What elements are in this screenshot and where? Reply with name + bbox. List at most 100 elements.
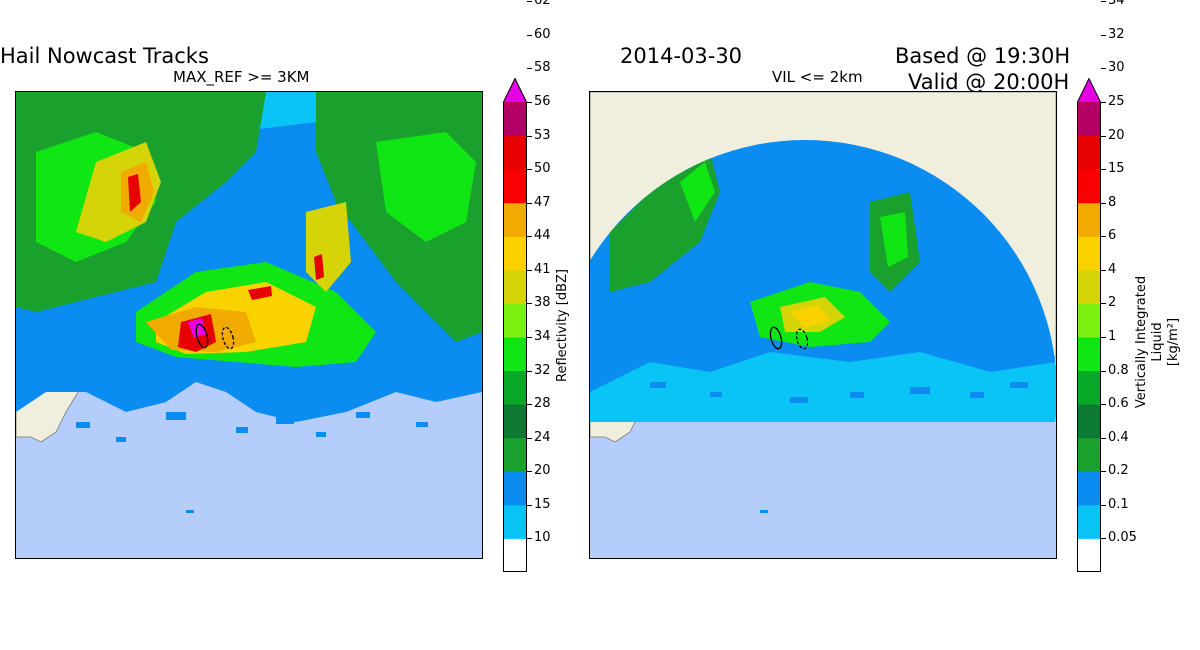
vil-colorbar-tick-label: 15 <box>1108 161 1125 176</box>
vil-colorbar-tick-mark <box>1101 1 1106 2</box>
reflectivity-colorbar-segment <box>503 337 527 372</box>
hail-track-forecast <box>795 328 809 350</box>
reflectivity-colorbar-segment <box>503 202 527 237</box>
vil-colorbar-segment <box>1077 202 1101 237</box>
vil-colorbar-segment <box>1077 437 1101 472</box>
vil-colorbar-tick-label: 30 <box>1108 60 1125 75</box>
vil-colorbar-label-line2: [kg/m²] <box>1166 317 1181 367</box>
vil-colorbar-tick-mark <box>1101 136 1106 137</box>
vil-colorbar-tick-label: 25 <box>1108 94 1125 109</box>
chart-title: Hail Nowcast Tracks <box>0 44 209 68</box>
vil-colorbar-tick-label: 32 <box>1108 27 1125 42</box>
vil-colorbar-segment <box>1077 337 1101 372</box>
vil-colorbar-tick-mark <box>1101 169 1106 170</box>
reflectivity-colorbar-segment <box>503 471 527 506</box>
date-label: 2014-03-30 <box>620 44 743 68</box>
vil-colorbar-tick-mark <box>1101 68 1106 69</box>
reflectivity-colorbar-tick-label: 60 <box>534 27 551 42</box>
vil-colorbar-tick-mark <box>1101 404 1106 405</box>
reflectivity-colorbar-segment <box>503 102 527 137</box>
vil-colorbar-tick-mark <box>1101 438 1106 439</box>
reflectivity-colorbar-tick-label: 28 <box>534 396 551 411</box>
reflectivity-colorbar-segment <box>503 169 527 204</box>
vil-colorbar-tick-label: 2 <box>1108 295 1117 310</box>
reflectivity-colorbar-tick-mark <box>527 236 532 237</box>
vil-colorbar-segment <box>1077 269 1101 304</box>
vil-colorbar-tick-label: 0.6 <box>1108 396 1129 411</box>
reflectivity-colorbar-tick-mark <box>527 102 532 103</box>
reflectivity-colorbar-tick-mark <box>527 68 532 69</box>
reflectivity-colorbar-tick-mark <box>527 538 532 539</box>
reflectivity-colorbar-tick-label: 44 <box>534 228 551 243</box>
reflectivity-colorbar-tick-mark <box>527 438 532 439</box>
reflectivity-map <box>15 91 483 559</box>
vil-colorbar-tick-label: 34 <box>1108 0 1125 8</box>
vil-colorbar-tick-label: 0.1 <box>1108 497 1129 512</box>
reflectivity-colorbar-segment <box>503 370 527 405</box>
vil-colorbar-tick-mark <box>1101 371 1106 372</box>
echo-brightgreen-east <box>376 132 476 242</box>
reflectivity-colorbar-tick-label: 41 <box>534 262 551 277</box>
vil-colorbar-tick-label: 4 <box>1108 262 1117 277</box>
reflectivity-colorbar <box>503 77 527 573</box>
reflectivity-colorbar-tick-label: 53 <box>534 128 551 143</box>
reflectivity-colorbar-segment <box>503 404 527 439</box>
hail-track-current <box>769 326 783 350</box>
reflectivity-colorbar-tick-label: 50 <box>534 161 551 176</box>
right-panel-subtitle: VIL <= 2km <box>772 68 863 86</box>
reflectivity-colorbar-segment <box>503 538 527 573</box>
reflectivity-colorbar-tick-label: 24 <box>534 430 551 445</box>
reflectivity-colorbar-segment <box>503 504 527 539</box>
reflectivity-colorbar-outline <box>503 77 527 572</box>
vil-colorbar-outline <box>1077 77 1101 572</box>
vil-colorbar-tick-mark <box>1101 35 1106 36</box>
reflectivity-colorbar-svg <box>503 77 527 573</box>
vil-colorbar-segment <box>1077 471 1101 506</box>
vil-colorbar-tick-label: 0.8 <box>1108 363 1129 378</box>
reflectivity-colorbar-segment <box>503 269 527 304</box>
reflectivity-colorbar-extend-arrow <box>503 78 527 102</box>
vil-colorbar-tick-mark <box>1101 505 1106 506</box>
reflectivity-colorbar-tick-mark <box>527 203 532 204</box>
reflectivity-colorbar-tick-label: 34 <box>534 329 551 344</box>
echo-red-ne <box>314 254 324 280</box>
vil-colorbar <box>1077 77 1101 573</box>
based-time-label: Based @ 19:30H <box>895 44 1071 68</box>
vil-colorbar-tick-label: 8 <box>1108 195 1117 210</box>
hail-track-forecast <box>221 326 235 350</box>
reflectivity-colorbar-tick-mark <box>527 35 532 36</box>
reflectivity-colorbar-tick-label: 10 <box>534 530 551 545</box>
reflectivity-colorbar-tick-label: 20 <box>534 463 551 478</box>
scattered-showers <box>650 382 1028 513</box>
vil-colorbar-segment <box>1077 370 1101 405</box>
vil-colorbar-tick-mark <box>1101 471 1106 472</box>
reflectivity-colorbar-tick-mark <box>527 1 532 2</box>
vil-colorbar-tick-mark <box>1101 337 1106 338</box>
vil-colorbar-extend-arrow <box>1077 78 1101 102</box>
vil-colorbar-segment <box>1077 102 1101 137</box>
reflectivity-colorbar-tick-label: 15 <box>534 497 551 512</box>
reflectivity-colorbar-tick-label: 58 <box>534 60 551 75</box>
reflectivity-colorbar-tick-mark <box>527 371 532 372</box>
vil-colorbar-segment <box>1077 236 1101 271</box>
vil-colorbar-segment <box>1077 538 1101 573</box>
reflectivity-colorbar-tick-mark <box>527 505 532 506</box>
vil-colorbar-tick-label: 0.05 <box>1108 530 1137 545</box>
reflectivity-colorbar-tick-mark <box>527 337 532 338</box>
reflectivity-colorbar-tick-label: 38 <box>534 295 551 310</box>
vil-colorbar-tick-mark <box>1101 270 1106 271</box>
vil-map <box>589 91 1057 559</box>
reflectivity-colorbar-tick-mark <box>527 404 532 405</box>
reflectivity-colorbar-tick-mark <box>527 270 532 271</box>
vil-map-svg <box>590 92 1056 558</box>
vil-colorbar-segment <box>1077 135 1101 170</box>
echo-red-east <box>248 286 272 300</box>
scattered-showers <box>76 412 428 513</box>
vil-colorbar-label: Vertically Integrated Liquid [kg/m²] <box>1134 257 1182 427</box>
hail-track-current <box>195 323 209 349</box>
vil-colorbar-segment <box>1077 504 1101 539</box>
reflectivity-colorbar-tick-label: 56 <box>534 94 551 109</box>
reflectivity-colorbar-segment <box>503 303 527 338</box>
vil-colorbar-tick-mark <box>1101 236 1106 237</box>
echo-red-north <box>128 174 141 212</box>
